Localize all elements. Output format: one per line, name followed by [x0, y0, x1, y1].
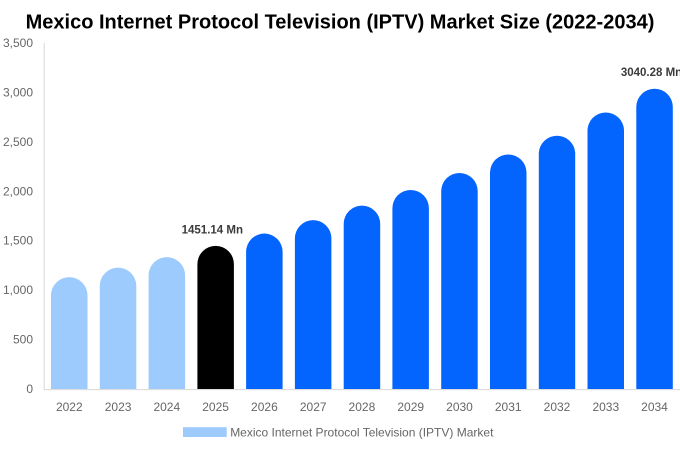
- svg-text:500: 500: [13, 333, 33, 347]
- svg-text:2023: 2023: [105, 400, 132, 414]
- svg-text:2028: 2028: [349, 400, 376, 414]
- svg-text:2,000: 2,000: [3, 184, 33, 198]
- svg-text:3040.28 Mn: 3040.28 Mn: [621, 67, 680, 79]
- svg-text:2030: 2030: [446, 400, 473, 414]
- svg-text:Mexico Internet Protocol Telev: Mexico Internet Protocol Television (IPT…: [230, 425, 494, 439]
- svg-text:2022: 2022: [56, 400, 83, 414]
- svg-text:2031: 2031: [495, 400, 522, 414]
- svg-text:1,500: 1,500: [3, 234, 33, 248]
- svg-text:2032: 2032: [544, 400, 571, 414]
- svg-text:1,000: 1,000: [3, 283, 33, 297]
- svg-text:2027: 2027: [300, 400, 327, 414]
- svg-text:2034: 2034: [641, 400, 668, 414]
- svg-text:1451.14 Mn: 1451.14 Mn: [182, 224, 243, 236]
- svg-text:0: 0: [26, 382, 33, 396]
- svg-text:2025: 2025: [202, 400, 229, 414]
- svg-text:3,500: 3,500: [3, 36, 33, 50]
- svg-text:3,000: 3,000: [3, 86, 33, 100]
- svg-text:2029: 2029: [397, 400, 424, 414]
- svg-text:Mexico Internet Protocol Telev: Mexico Internet Protocol Television (IPT…: [26, 11, 655, 33]
- svg-text:2033: 2033: [592, 400, 619, 414]
- svg-text:2,500: 2,500: [3, 135, 33, 149]
- svg-text:2024: 2024: [153, 400, 180, 414]
- svg-text:2026: 2026: [251, 400, 278, 414]
